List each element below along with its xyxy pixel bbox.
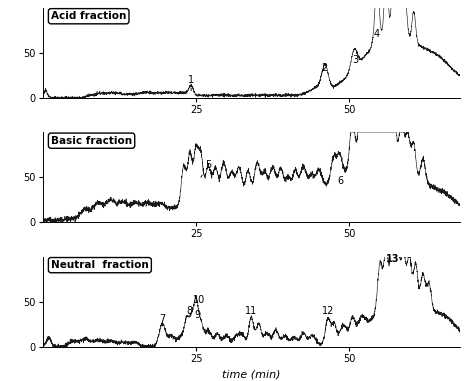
Text: 9: 9 — [194, 310, 201, 320]
Text: Basic fraction: Basic fraction — [51, 136, 132, 146]
Text: 3: 3 — [353, 55, 358, 65]
X-axis label: time (min): time (min) — [222, 369, 281, 379]
Text: 6: 6 — [337, 176, 343, 186]
Text: 10: 10 — [193, 295, 205, 305]
Text: 7: 7 — [159, 314, 165, 324]
Text: 13: 13 — [385, 254, 399, 264]
Text: Neutral  fraction: Neutral fraction — [51, 260, 149, 270]
Text: 1: 1 — [188, 75, 194, 91]
Text: 4: 4 — [374, 29, 380, 39]
Text: 11: 11 — [245, 306, 257, 316]
Text: Acid fraction: Acid fraction — [51, 11, 127, 21]
Text: 8: 8 — [187, 306, 193, 316]
Text: 5: 5 — [201, 160, 211, 177]
Text: 12: 12 — [322, 306, 334, 316]
Text: 2: 2 — [322, 62, 328, 72]
